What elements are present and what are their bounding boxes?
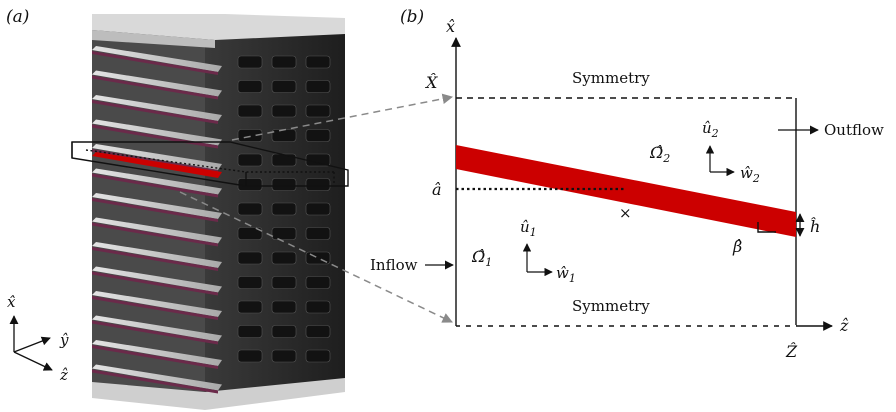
- u2-label: û2: [702, 119, 719, 140]
- stack-plate-edge: [92, 51, 218, 75]
- stack-window: [237, 153, 263, 167]
- stack-plate-edge: [92, 222, 218, 247]
- coordinate-triad: x̂ ŷ ẑ: [7, 293, 69, 384]
- stack-plate-edge: [92, 75, 218, 100]
- beta-angle-marker: [757, 222, 776, 233]
- stack-window: [305, 80, 331, 93]
- stack-window: [237, 251, 263, 265]
- stack-window: [237, 325, 263, 338]
- u1-label: û1: [520, 218, 537, 239]
- triad-x-label: x̂: [7, 293, 16, 311]
- stack-plate: [92, 95, 222, 121]
- triad-y-label: ŷ: [59, 331, 69, 349]
- guide-arrow-bottom: [179, 191, 453, 323]
- stack-window: [237, 227, 263, 240]
- stack-window: [271, 178, 297, 191]
- panel-b-label: (b): [400, 7, 424, 27]
- stack-plate: [92, 340, 222, 366]
- stack-window: [237, 129, 263, 142]
- heat-exchanger-stack: [92, 14, 345, 410]
- stack-window: [305, 178, 331, 191]
- stack-window: [271, 80, 297, 93]
- h-hat-label: ĥ: [810, 216, 820, 236]
- stack-window: [237, 55, 263, 69]
- stack-plate-edge: [92, 296, 218, 320]
- stack-plate: [92, 70, 222, 97]
- stack-window: [271, 202, 297, 216]
- stack-window: [305, 276, 331, 289]
- stack-window: [305, 325, 331, 338]
- stack-plate-edge: [92, 198, 218, 222]
- stack-window: [305, 227, 331, 240]
- stack-plate-edge: [92, 173, 218, 198]
- stack-window: [305, 202, 331, 216]
- cutting-plane-box: [71, 141, 349, 187]
- outflow-label: Outflow: [824, 121, 884, 139]
- stack-plate: [92, 217, 222, 244]
- stack-window: [271, 300, 297, 314]
- stack-plate-edge: [92, 369, 218, 394]
- stack-window: [271, 153, 297, 167]
- stack-plate-edge: [92, 345, 218, 369]
- stack-plate: [92, 315, 222, 342]
- Z-hat-label: Ẑ: [785, 341, 798, 361]
- stack-window: [271, 276, 297, 289]
- stack-plate: [92, 193, 222, 219]
- stack-plate: [92, 119, 222, 146]
- stack-window: [271, 104, 297, 118]
- stack-plate: [92, 266, 222, 293]
- stack-window: [237, 300, 263, 314]
- stack-top-cap: [92, 14, 345, 40]
- stack-plate: [92, 364, 222, 391]
- stack-window: [237, 276, 263, 289]
- w2-label: ŵ2: [740, 164, 760, 185]
- stack-plate-edge: [92, 320, 218, 345]
- stack-window: [271, 251, 297, 265]
- a-hat-label: â: [432, 180, 442, 199]
- w1-label: ŵ1: [556, 264, 576, 285]
- beta-hat-label: β̂: [732, 237, 742, 256]
- stack-plate: [92, 242, 222, 268]
- stack-window: [271, 227, 297, 240]
- x-axis-label: x̂: [446, 17, 455, 36]
- stack-plate: [92, 144, 222, 170]
- stack-window: [305, 129, 331, 142]
- stack-top-cap-front: [92, 30, 215, 48]
- inclined-plate: [456, 145, 796, 237]
- stack-window: [237, 104, 263, 118]
- stack-plate-edge: [92, 100, 218, 124]
- stack-plate: [92, 168, 222, 195]
- stack-plate: [92, 46, 222, 72]
- omega1-label: Ω̂1: [471, 247, 492, 269]
- stack-window: [237, 178, 263, 191]
- stack-window: [237, 80, 263, 93]
- stack-window: [271, 55, 297, 69]
- stack-plate-edge: [92, 247, 218, 271]
- stack-window: [271, 325, 297, 338]
- stack-window: [237, 349, 263, 363]
- guide-arrow-top: [231, 93, 454, 141]
- panel-a-label: (a): [6, 7, 29, 27]
- omega2-label: Ω̂2: [649, 143, 670, 165]
- inflow-label: Inflow: [370, 256, 418, 274]
- centroid-mark: ×: [619, 204, 632, 222]
- symmetry-top-label: Symmetry: [572, 69, 650, 87]
- X-hat-label: X̂: [424, 73, 438, 92]
- velocity-triad-1: [522, 243, 553, 277]
- stack-window: [305, 55, 331, 69]
- highlighted-plate-a: [92, 152, 222, 178]
- stack-bottom-cap: [92, 378, 345, 410]
- stack-window: [271, 129, 297, 142]
- z-axis-label: ẑ: [839, 316, 849, 335]
- stack-window: [305, 300, 331, 314]
- stack-plate: [92, 291, 222, 317]
- triad-z-label: ẑ: [59, 366, 68, 384]
- symmetry-bottom-label: Symmetry: [572, 297, 650, 315]
- stack-window: [237, 202, 263, 216]
- stack-window: [305, 104, 331, 118]
- stack-window: [305, 349, 331, 363]
- stack-plate-edge: [92, 271, 218, 296]
- velocity-triad-2: [705, 145, 735, 177]
- stack-window: [271, 349, 297, 363]
